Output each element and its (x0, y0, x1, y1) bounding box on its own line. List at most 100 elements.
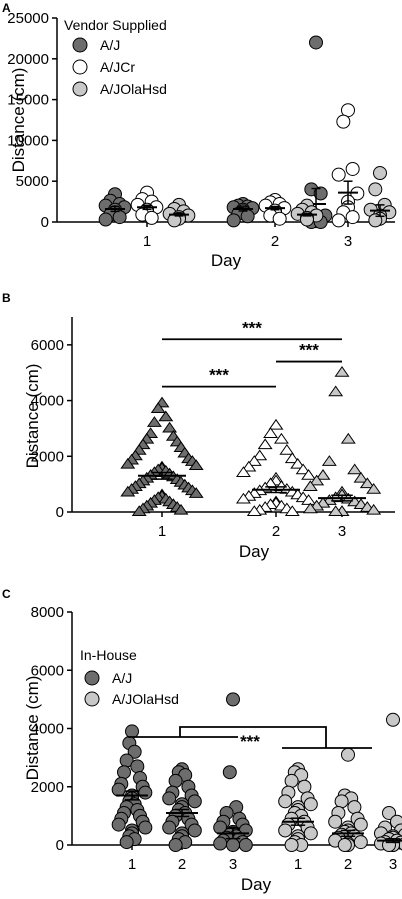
data-point (222, 765, 237, 780)
data-point (72, 37, 88, 53)
y-tick-label: 10000 (7, 132, 49, 149)
y-tick-label: 5000 (16, 173, 49, 190)
data-point (337, 838, 352, 852)
data-point (302, 502, 318, 514)
data-point (168, 773, 183, 788)
y-tick-label: 2000 (31, 448, 64, 465)
significance-label: *** (240, 732, 260, 751)
legend-label: A/JCr (100, 59, 135, 75)
data-point (98, 212, 113, 227)
data-point (284, 838, 299, 852)
y-tick-label: 2000 (31, 779, 64, 796)
significance-label: *** (242, 318, 262, 337)
data-point (366, 482, 382, 494)
data-point (162, 421, 178, 433)
data-point (290, 457, 306, 469)
data-point (111, 782, 126, 797)
data-point (246, 455, 262, 466)
data-point (334, 365, 350, 377)
data-point (386, 712, 400, 727)
data-point (340, 432, 356, 444)
data-point (284, 452, 300, 464)
x-tick-label: 2 (272, 523, 280, 540)
data-point (187, 823, 202, 838)
x-tick-label: 1 (294, 856, 302, 873)
data-point (302, 480, 318, 491)
significance-bracket (179, 726, 327, 748)
data-point (125, 724, 139, 739)
data-point (144, 210, 159, 225)
data-point (303, 826, 318, 841)
data-point (303, 797, 318, 812)
legend-label: A/JOlaHsd (112, 691, 179, 707)
data-point (301, 469, 317, 480)
data-point (72, 59, 88, 75)
data-point (301, 494, 317, 505)
data-point (162, 791, 177, 806)
data-point (309, 35, 323, 50)
data-point (173, 503, 189, 515)
x-tick-label: 3 (229, 856, 237, 873)
data-point (188, 487, 204, 498)
legend-title: In-House (80, 647, 137, 663)
x-tick-label: 1 (143, 233, 151, 250)
data-point (353, 835, 368, 850)
legend-title: Vendor Supplied (64, 17, 167, 33)
data-point (331, 213, 346, 228)
panel-label: A (2, 1, 11, 15)
x-tick-label: 1 (128, 856, 136, 873)
y-tick-label: 0 (56, 504, 64, 521)
data-point (84, 691, 100, 707)
data-point (382, 805, 396, 820)
legend-label: A/JOlaHsd (100, 81, 167, 97)
panel-label: C (2, 587, 11, 601)
data-point (313, 186, 328, 201)
data-point (240, 209, 255, 224)
data-point (120, 457, 136, 469)
y-tick-label: 8000 (31, 604, 64, 621)
data-point (309, 474, 325, 486)
data-point (226, 692, 240, 707)
panel-label: B (2, 291, 11, 305)
data-point (347, 463, 363, 475)
data-point (241, 460, 257, 472)
data-point (373, 166, 387, 181)
x-tick-label: 3 (344, 233, 352, 250)
data-point (158, 410, 174, 422)
data-point (278, 794, 293, 809)
y-tick-label: 15000 (7, 92, 49, 109)
y-tick-label: 4000 (31, 393, 64, 410)
data-point (297, 779, 312, 794)
data-point (213, 836, 228, 851)
data-point (366, 503, 382, 515)
panel-b: B 0 2000 4000 6000 1 2 3 Day Distance (cm) *** *** *… (2, 291, 395, 561)
data-point (235, 492, 251, 504)
data-point (321, 455, 337, 466)
data-point (188, 459, 204, 471)
data-point (328, 385, 344, 397)
y-tick-label: 0 (41, 214, 49, 231)
x-tick-label: 3 (389, 856, 397, 873)
data-point (272, 211, 287, 226)
data-point (226, 838, 240, 852)
data-point (345, 210, 360, 225)
data-point (278, 823, 293, 838)
data-point (284, 773, 299, 788)
data-point (334, 794, 349, 809)
data-point (130, 759, 145, 774)
data-point (117, 765, 131, 780)
x-tick-label: 3 (338, 523, 346, 540)
data-point (353, 471, 369, 483)
data-point (168, 838, 183, 852)
x-tick-label: 2 (178, 856, 186, 873)
data-point (359, 477, 375, 489)
data-point (341, 747, 355, 762)
y-tick-label: 4000 (31, 721, 64, 738)
data-point (295, 463, 311, 475)
y-axis-label: Distance (cm) (9, 68, 28, 173)
data-point (138, 820, 153, 835)
y-tick-label: 20000 (7, 51, 49, 68)
x-tick-label: 2 (271, 233, 279, 250)
